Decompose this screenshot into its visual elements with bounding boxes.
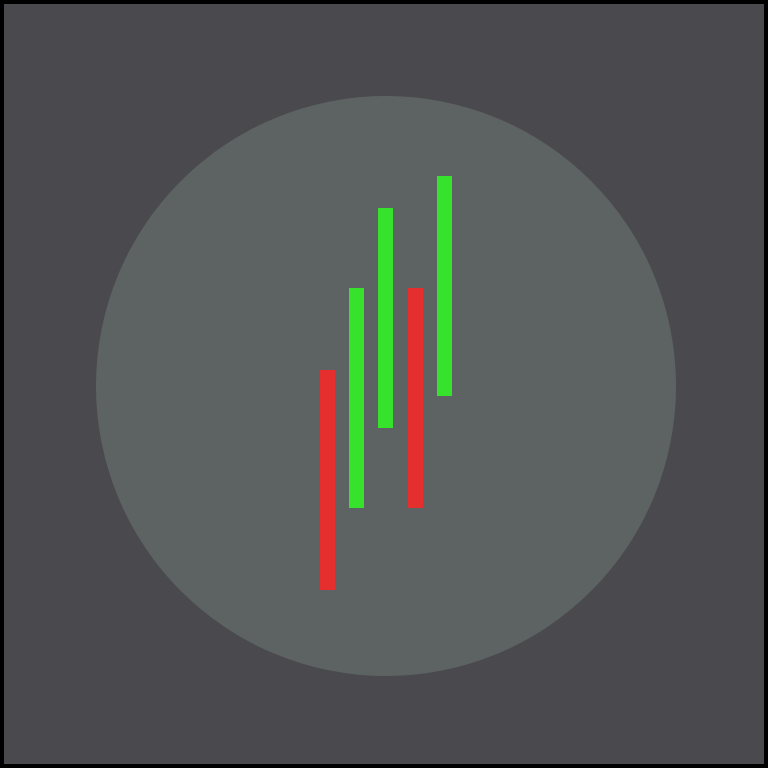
candle-down-4 <box>408 288 423 508</box>
candle-up-3 <box>378 208 393 428</box>
candle-down-1 <box>320 370 335 590</box>
candle-up-5 <box>437 176 452 396</box>
candle-up-2 <box>349 288 364 508</box>
